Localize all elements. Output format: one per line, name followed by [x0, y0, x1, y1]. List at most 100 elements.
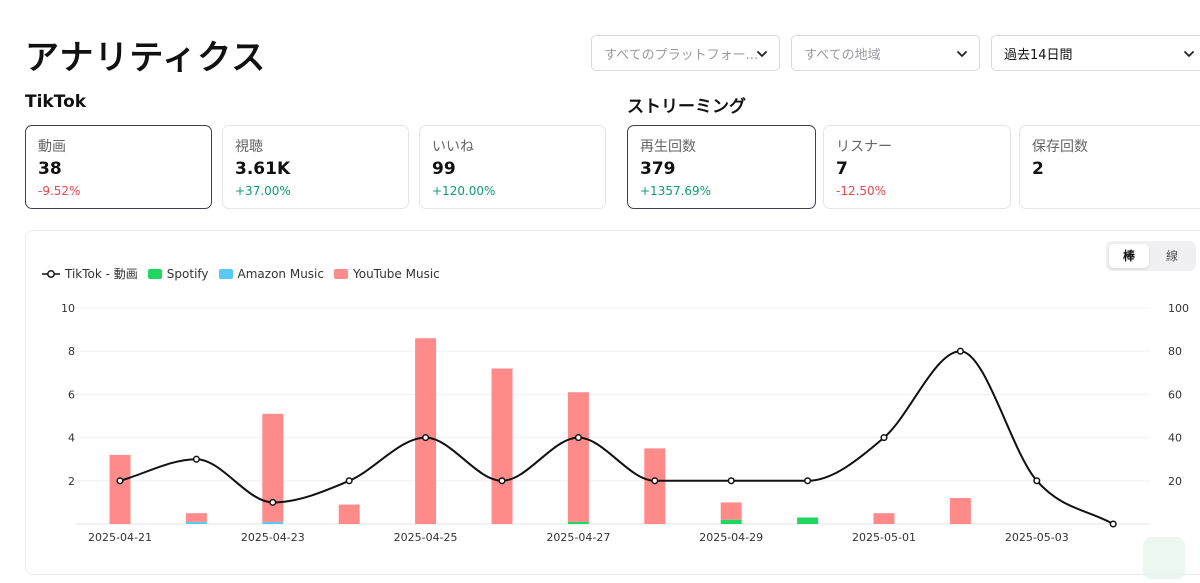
line-point [192, 455, 200, 463]
platform-filter-select[interactable]: すべてのプラットフォー... [591, 35, 780, 71]
metric-change: +120.00% [432, 184, 496, 198]
line-point [804, 477, 812, 485]
metric-value: 379 [640, 159, 676, 179]
metric-label: リスナー [836, 139, 892, 155]
bar-amazon-music [262, 521, 284, 524]
chart-card [25, 230, 1200, 575]
legend-swatch [218, 268, 233, 279]
chevron-down-icon [1184, 51, 1194, 57]
metric-card-plays[interactable]: 再生回数 379 +1357.69% [627, 125, 816, 209]
legend-swatch [147, 268, 162, 279]
legend-label: TikTok - 動画 [65, 267, 138, 281]
bar-youtube-music [949, 498, 971, 524]
chart-legend: TikTok - 動画 Spotify Amazon Music YouTube… [42, 265, 450, 282]
bar-spotify [797, 517, 819, 524]
x-axis-tick-label: 2025-04-25 [394, 531, 458, 544]
legend-label: Spotify [166, 266, 209, 281]
line-point [422, 434, 430, 442]
x-axis-tick-label: 2025-04-29 [699, 531, 763, 544]
region-filter-select[interactable]: すべての地域 [791, 35, 980, 71]
legend-label: YouTube Music [353, 266, 440, 281]
x-axis-tick-label: 2025-05-03 [1005, 531, 1069, 544]
legend-swatch [334, 268, 348, 279]
bar-spotify [720, 519, 742, 524]
metric-change: -9.52% [38, 184, 81, 198]
legend-item-youtube-music[interactable]: YouTube Music [334, 267, 440, 281]
right-axis-tick-label: 80 [1168, 345, 1182, 358]
bar-amazon-music [185, 521, 207, 524]
period-filter-select[interactable]: 過去14日間 [991, 35, 1200, 71]
left-axis-tick-label: 2 [68, 475, 75, 488]
line-chart-toggle-button[interactable]: 線 [1165, 249, 1178, 263]
right-axis-tick-label: 40 [1168, 432, 1182, 445]
line-point [1109, 520, 1117, 528]
chevron-down-icon [957, 51, 967, 57]
left-axis-tick-label: 10 [61, 302, 75, 315]
line-point [498, 477, 506, 485]
metric-label: 視聴 [235, 139, 263, 155]
legend-item-spotify[interactable]: Spotify [147, 266, 209, 281]
chevron-down-icon [757, 51, 767, 57]
bar-youtube-music [109, 454, 131, 524]
metric-value: 3.61K [235, 159, 291, 179]
line-point [727, 477, 735, 485]
bar-youtube-music [873, 513, 895, 524]
metric-value: 99 [432, 159, 456, 179]
bar-youtube-music [644, 448, 666, 524]
x-axis-tick-label: 2025-04-21 [88, 531, 152, 544]
metric-card-videos[interactable]: 動画 38 -9.52% [25, 125, 212, 209]
x-axis-tick-label: 2025-04-23 [241, 531, 305, 544]
tiktok-section-title: TikTok [25, 92, 87, 112]
x-axis-tick-label: 2025-04-27 [546, 531, 610, 544]
metric-change: -12.50% [836, 184, 887, 198]
line-point [574, 434, 582, 442]
line-marker-icon [42, 269, 60, 278]
bar-youtube-music [491, 368, 513, 524]
bar-youtube-music [720, 502, 742, 520]
line-point [116, 477, 124, 485]
period-filter-value: 過去14日間 [1004, 47, 1073, 63]
platform-filter-value: すべてのプラットフォー... [604, 47, 758, 63]
right-axis-tick-label: 100 [1168, 302, 1189, 315]
metric-change: +1357.69% [640, 184, 712, 198]
line-point [269, 498, 277, 506]
metric-card-listeners[interactable]: リスナー 7 -12.50% [823, 125, 1011, 209]
chart-type-toggle: 棒 線 [1106, 241, 1196, 271]
metric-value: 7 [836, 159, 848, 179]
left-axis-tick-label: 6 [68, 388, 75, 401]
bar-youtube-music [262, 413, 284, 522]
legend-item-amazon-music[interactable]: Amazon Music [218, 266, 324, 281]
line-point [651, 477, 659, 485]
metric-label: 再生回数 [640, 139, 696, 155]
line-point [1033, 477, 1041, 485]
metric-card-likes[interactable]: いいね 99 +120.00% [419, 125, 606, 209]
watermark-logo [1143, 537, 1185, 579]
metric-label: 動画 [38, 139, 66, 155]
streaming-section-title: ストリーミング [627, 97, 746, 117]
metric-value: 38 [38, 159, 62, 179]
metric-card-saves[interactable]: 保存回数 2 [1019, 125, 1200, 209]
metric-value: 2 [1032, 159, 1044, 179]
bar-youtube-music [567, 392, 589, 522]
metric-label: 保存回数 [1032, 139, 1088, 155]
metric-label: いいね [432, 139, 474, 155]
legend-item-tiktok[interactable]: TikTok - 動画 [42, 265, 138, 282]
line-point [956, 347, 964, 355]
bar-chart-toggle-button[interactable]: 棒 [1109, 244, 1149, 268]
right-axis-tick-label: 60 [1168, 388, 1182, 401]
bar-spotify [567, 521, 589, 524]
metric-card-views[interactable]: 視聴 3.61K +37.00% [222, 125, 409, 209]
bar-youtube-music [338, 504, 360, 524]
page-title: アナリティクス [25, 38, 267, 78]
region-filter-value: すべての地域 [804, 47, 881, 63]
bar-youtube-music [415, 338, 437, 524]
left-axis-tick-label: 8 [68, 345, 75, 358]
left-axis-tick-label: 4 [68, 432, 75, 445]
bar-youtube-music [185, 513, 207, 522]
legend-label: Amazon Music [237, 266, 324, 281]
line-point [345, 477, 353, 485]
metric-change: +37.00% [235, 184, 291, 198]
line-point [880, 434, 888, 442]
right-axis-tick-label: 20 [1168, 475, 1182, 488]
